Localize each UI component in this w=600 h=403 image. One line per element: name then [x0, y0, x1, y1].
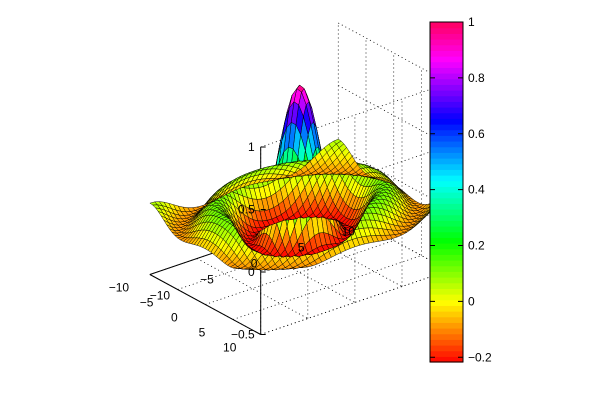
y-tick-label: −10 [109, 281, 130, 295]
colorbar-band [430, 265, 463, 272]
surface-patch [149, 201, 158, 206]
surface-mesh [149, 84, 450, 271]
colorbar-band [430, 186, 463, 193]
colorbar-band [430, 214, 463, 221]
colorbar-band [430, 135, 463, 142]
colorbar-band [430, 152, 463, 159]
colorbar-tick-label: 0 [468, 294, 475, 308]
colorbar-band [430, 67, 463, 74]
colorbar-band [430, 305, 463, 312]
x-tick-label: 0 [251, 257, 258, 271]
colorbar-tick-label: 0.4 [468, 183, 485, 197]
colorbar-band [430, 203, 463, 210]
colorbar-band [430, 180, 463, 187]
colorbar-band [430, 192, 463, 199]
colorbar-band [430, 107, 463, 114]
colorbar-band [430, 299, 463, 306]
y-tick-label: −5 [140, 296, 154, 310]
colorbar-band [430, 90, 463, 97]
colorbar-band [430, 22, 463, 29]
y-tick-label: 5 [199, 326, 206, 340]
colorbar-band [430, 333, 463, 340]
colorbar-band [430, 350, 463, 357]
colorbar-band [430, 345, 463, 352]
z-tick-label: −0.5 [231, 328, 255, 342]
colorbar-band [430, 169, 463, 176]
colorbar-band [430, 356, 463, 363]
colorbar-band [430, 209, 463, 216]
colorbar-band [430, 44, 463, 51]
z-tick-label: 1 [248, 140, 255, 154]
colorbar-tick-label: 0.6 [468, 127, 485, 141]
colorbar-band [430, 282, 463, 289]
colorbar-band [430, 254, 463, 261]
colorbar-band [430, 311, 463, 318]
colorbar-band [430, 61, 463, 68]
colorbar-tick-label: −0.2 [468, 350, 492, 364]
colorbar-band [430, 84, 463, 91]
colorbar-frame [429, 21, 464, 363]
colorbar-band [430, 50, 463, 57]
colorbar-band [430, 339, 463, 346]
colorbar-band [430, 231, 463, 238]
colorbar-band [430, 129, 463, 136]
colorbar-band [430, 197, 463, 204]
colorbar-band [430, 158, 463, 165]
z-tick-label: 0.5 [238, 203, 255, 217]
colorbar-band [430, 243, 463, 250]
colorbar-tick-label: 0.8 [468, 71, 485, 85]
y-tick-label: 10 [223, 341, 237, 355]
colorbar-band [430, 141, 463, 148]
colorbar-band [430, 271, 463, 278]
colorbar-band [430, 260, 463, 267]
colorbar-band [430, 27, 463, 34]
colorbar-band [430, 226, 463, 233]
colorbar-band [430, 277, 463, 284]
colorbar-band [430, 220, 463, 227]
colorbar-band [430, 316, 463, 323]
colorbar-band [430, 248, 463, 255]
x-tick-label: 5 [298, 241, 305, 255]
z-tick-label: 0 [248, 265, 255, 279]
colorbar-band [430, 124, 463, 131]
colorbar-band [430, 322, 463, 329]
x-tick-label: −5 [200, 273, 214, 287]
colorbar-band [430, 101, 463, 108]
colorbar-band [430, 288, 463, 295]
colorbar-band [430, 56, 463, 63]
x-tick-label: −10 [150, 289, 171, 303]
colorbar-band [430, 146, 463, 153]
colorbar-band [430, 118, 463, 125]
y-axis-line [149, 274, 261, 335]
colorbar-band [430, 39, 463, 46]
colorbar-band [430, 78, 463, 85]
colorbar-tick-label: 0.2 [468, 239, 485, 253]
colorbar-band [430, 95, 463, 102]
colorbar-band [430, 237, 463, 244]
colorbar-band [430, 294, 463, 301]
colorbar-band [430, 112, 463, 119]
colorbar-band [430, 163, 463, 170]
x-tick-label: 10 [342, 225, 356, 239]
colorbar-band [430, 73, 463, 80]
colorbar: −0.2 0 0.2 0.4 0.6 0.8 1 [429, 15, 492, 364]
y-tick-label: 0 [171, 311, 178, 325]
colorbar-band [430, 33, 463, 40]
colorbar-tick-label: 1 [468, 15, 475, 29]
colorbar-band [430, 328, 463, 335]
colorbar-band [430, 175, 463, 182]
